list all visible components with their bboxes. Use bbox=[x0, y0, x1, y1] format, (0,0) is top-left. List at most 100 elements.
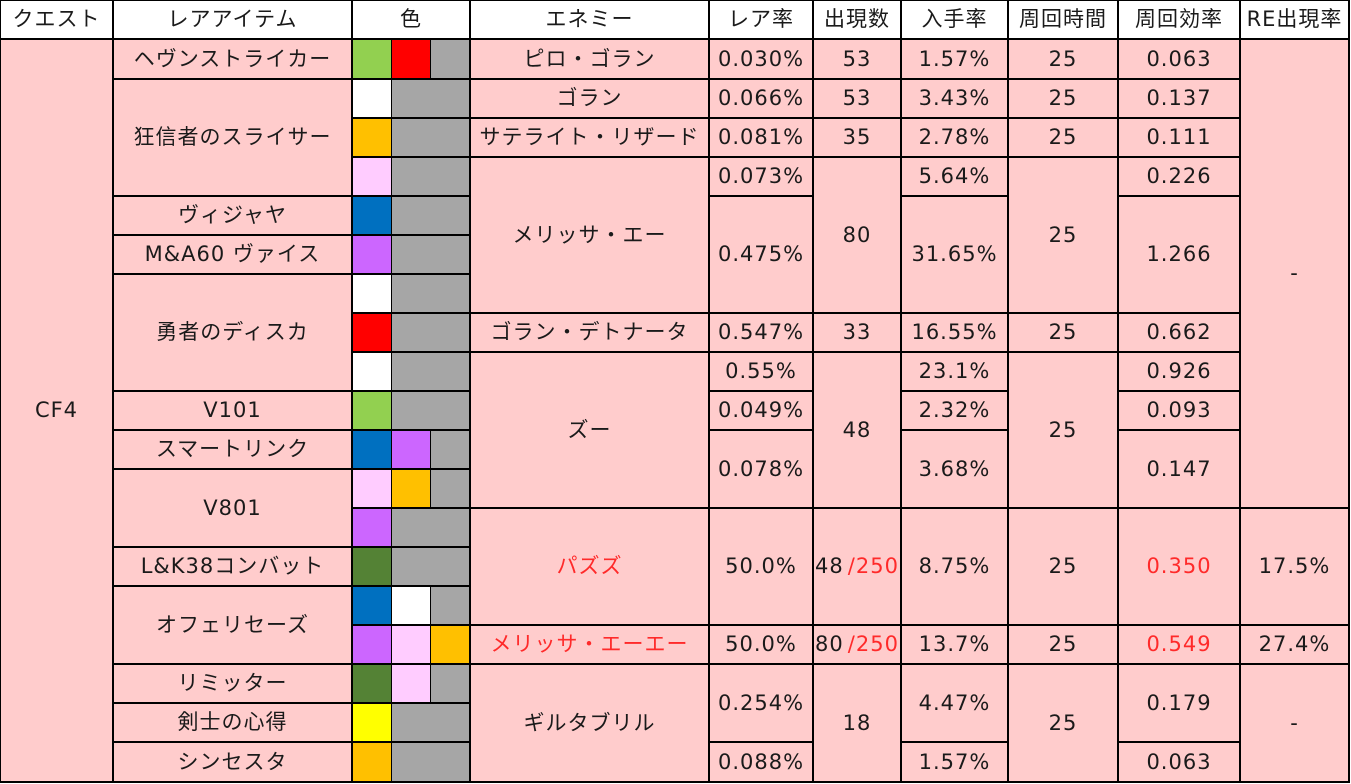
grid-line bbox=[113, 78, 352, 80]
re-rate-cell: 27.4% bbox=[1240, 625, 1349, 664]
header-re-rate: RE出現率 bbox=[1240, 0, 1349, 39]
color-swatch-red bbox=[392, 39, 431, 79]
rare-rate-cell: 0.547% bbox=[709, 313, 813, 352]
grid-line bbox=[470, 781, 709, 783]
rare-rate-cell: 0.049% bbox=[709, 391, 813, 430]
grid-line bbox=[709, 195, 813, 197]
acquire-rate-cell: 3.43% bbox=[901, 79, 1008, 118]
rare-rate-cell: 0.081% bbox=[709, 118, 813, 157]
spawn-count-cell: 48 bbox=[813, 352, 901, 508]
cycle-efficiency-cell: 0.179 bbox=[1118, 664, 1240, 742]
enemy-cell: メリッサ・エーエー bbox=[470, 625, 709, 664]
cycle-efficiency-cell: 1.266 bbox=[1118, 196, 1240, 313]
swatch-divider bbox=[391, 39, 392, 79]
color-swatch-white bbox=[353, 79, 392, 118]
cycle-time-cell: 25 bbox=[1008, 508, 1118, 625]
grid-line bbox=[813, 624, 901, 626]
rare-item-cell: リミッター bbox=[113, 664, 352, 703]
grid-line bbox=[709, 312, 813, 314]
enemy-cell: ゴラン bbox=[470, 79, 709, 118]
color-swatch-orange bbox=[353, 118, 392, 157]
grid-line bbox=[113, 429, 352, 431]
spawn-count-value: 48 bbox=[815, 554, 844, 578]
cycle-efficiency-cell: 0.137 bbox=[1118, 79, 1240, 118]
spawn-count-cell: 53 bbox=[813, 79, 901, 118]
grid-line bbox=[352, 507, 470, 509]
grid-line bbox=[1008, 507, 1118, 509]
rare-rate-cell: 0.55% bbox=[709, 352, 813, 391]
grid-line bbox=[0, 38, 113, 40]
grid-line bbox=[352, 585, 470, 587]
swatch-divider bbox=[391, 391, 392, 430]
grid-line bbox=[709, 78, 813, 80]
swatch-divider bbox=[391, 742, 392, 782]
re-rate-cell: - bbox=[1240, 664, 1349, 782]
grid-line bbox=[470, 624, 709, 626]
cycle-efficiency-cell: 0.063 bbox=[1118, 39, 1240, 79]
color-swatch-orange bbox=[392, 469, 431, 508]
grid-line bbox=[113, 663, 352, 665]
rare-item-cell: シンセスタ bbox=[113, 742, 352, 782]
swatch-divider bbox=[391, 352, 392, 391]
grid-line bbox=[709, 741, 813, 743]
grid-line bbox=[1008, 312, 1118, 314]
grid-line bbox=[813, 156, 901, 158]
header-enemy: エネミー bbox=[470, 0, 709, 39]
acquire-rate-cell: 16.55% bbox=[901, 313, 1008, 352]
cycle-efficiency-cell: 0.926 bbox=[1118, 352, 1240, 391]
color-swatch-yellow bbox=[353, 703, 392, 742]
quest-cell: CF4 bbox=[0, 39, 113, 782]
grid-line bbox=[813, 78, 901, 80]
grid-line bbox=[352, 781, 470, 783]
grid-line bbox=[352, 741, 470, 743]
rare-rate-cell: 0.254% bbox=[709, 664, 813, 742]
spawn-count-cell: 35 bbox=[813, 118, 901, 157]
rare-item-cell: V801 bbox=[113, 469, 352, 547]
swatch-divider bbox=[430, 39, 431, 79]
grid-line bbox=[901, 38, 1008, 40]
acquire-rate-cell: 1.57% bbox=[901, 742, 1008, 782]
grid-line bbox=[1118, 156, 1240, 158]
acquire-rate-cell: 4.47% bbox=[901, 664, 1008, 742]
enemy-cell: ピロ・ゴラン bbox=[470, 39, 709, 79]
swatch-divider bbox=[391, 547, 392, 586]
grid-line bbox=[1008, 156, 1118, 158]
rare-item-cell: V101 bbox=[113, 391, 352, 430]
grid-line bbox=[470, 38, 709, 40]
spawn-count-cell: 18 bbox=[813, 664, 901, 782]
grid-line bbox=[901, 117, 1008, 119]
grid-line bbox=[113, 468, 352, 470]
grid-line bbox=[1118, 351, 1240, 353]
grid-line bbox=[352, 0, 470, 1]
header-rare-item: レアアイテム bbox=[113, 0, 352, 39]
grid-line bbox=[901, 0, 1008, 1]
grid-line bbox=[113, 781, 352, 783]
rare-item-cell: 狂信者のスライサー bbox=[113, 79, 352, 196]
header-acquire-rate: 入手率 bbox=[901, 0, 1008, 39]
grid-line bbox=[901, 195, 1008, 197]
swatch-divider bbox=[430, 430, 431, 469]
grid-line bbox=[352, 663, 470, 665]
cycle-time-cell: 25 bbox=[1008, 625, 1118, 664]
grid-line bbox=[1118, 117, 1240, 119]
grid-line bbox=[901, 78, 1008, 80]
grid-line bbox=[352, 78, 470, 80]
color-swatch-white bbox=[353, 274, 392, 313]
grid-line bbox=[709, 117, 813, 119]
acquire-rate-cell: 5.64% bbox=[901, 157, 1008, 196]
swatch-divider bbox=[391, 430, 392, 469]
grid-line bbox=[1118, 195, 1240, 197]
grid-line bbox=[352, 312, 470, 314]
color-swatch-white bbox=[353, 352, 392, 391]
rare-rate-cell: 0.066% bbox=[709, 79, 813, 118]
color-swatch-blue bbox=[353, 586, 392, 625]
color-swatch-dark-green bbox=[353, 664, 392, 703]
header-cycle-time: 周回時間 bbox=[1008, 0, 1118, 39]
grid-line bbox=[1118, 507, 1240, 509]
grid-line bbox=[813, 117, 901, 119]
header-color: 色 bbox=[352, 0, 470, 39]
spawn-count-cell: 33 bbox=[813, 313, 901, 352]
grid-line bbox=[709, 781, 813, 783]
grid-line bbox=[1008, 781, 1118, 783]
rare-item-cell: ヘヴンストライカー bbox=[113, 39, 352, 79]
